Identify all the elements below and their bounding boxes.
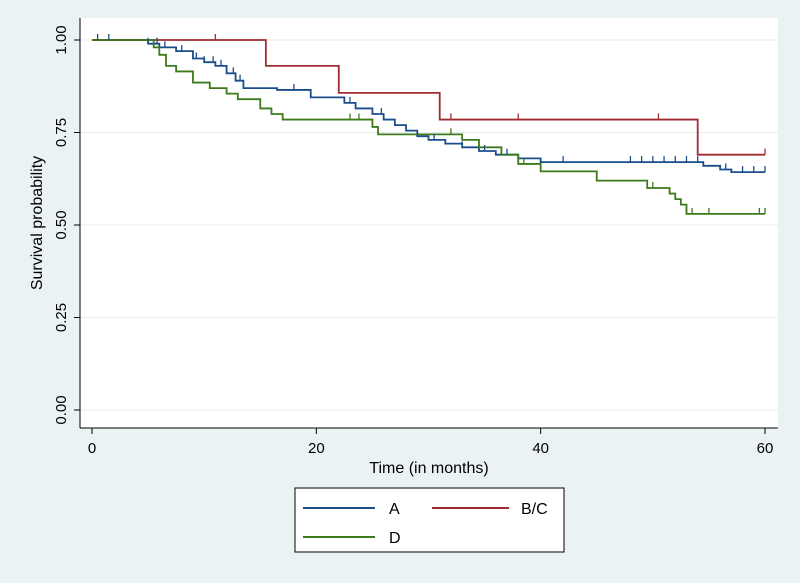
y-axis-label: Survival probability — [29, 156, 46, 290]
legend-label-a: A — [389, 501, 400, 518]
y-tick-label: 0.50 — [53, 210, 70, 239]
y-tick-label: 1.00 — [53, 25, 70, 54]
x-axis-label: Time (in months) — [369, 460, 488, 477]
y-tick-label: 0.00 — [53, 395, 70, 424]
x-tick-label: 40 — [532, 440, 549, 457]
plot-area — [80, 18, 778, 428]
censor-marks — [96, 34, 766, 214]
legend-label-d: D — [389, 530, 401, 547]
x-tick-label: 20 — [308, 440, 325, 457]
y-tick-label: 0.75 — [53, 118, 70, 147]
axes: 0.00 0.25 0.50 0.75 1.00 0 20 40 60 — [53, 18, 778, 457]
y-tick-label: 0.25 — [53, 303, 70, 332]
legend: A B/C D — [294, 487, 565, 553]
series-line-d — [92, 39, 765, 215]
legend-label-bc: B/C — [521, 501, 548, 518]
legend-box — [294, 487, 565, 553]
x-tick-label: 60 — [757, 440, 774, 457]
series-line-bc — [92, 39, 765, 156]
x-tick-label: 0 — [88, 440, 96, 457]
